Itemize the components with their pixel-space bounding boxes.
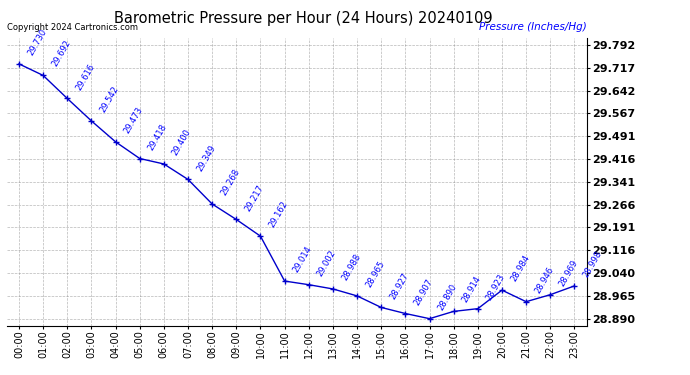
Text: 29.014: 29.014 (292, 244, 314, 274)
Text: 29.349: 29.349 (195, 143, 217, 172)
Text: Barometric Pressure per Hour (24 Hours) 20240109: Barometric Pressure per Hour (24 Hours) … (115, 11, 493, 26)
Text: 28.914: 28.914 (461, 275, 483, 304)
Text: 28.907: 28.907 (413, 277, 435, 307)
Text: 28.988: 28.988 (340, 252, 362, 282)
Text: 28.969: 28.969 (558, 258, 580, 288)
Text: 28.946: 28.946 (533, 265, 555, 295)
Text: 29.692: 29.692 (50, 39, 72, 69)
Text: 28.890: 28.890 (437, 282, 459, 312)
Text: 29.002: 29.002 (316, 248, 338, 278)
Text: 29.542: 29.542 (99, 84, 121, 114)
Text: 29.268: 29.268 (219, 167, 242, 197)
Text: 29.616: 29.616 (75, 62, 97, 92)
Text: 28.927: 28.927 (388, 271, 411, 300)
Text: 28.998: 28.998 (582, 249, 604, 279)
Text: 29.418: 29.418 (147, 122, 169, 152)
Text: 28.984: 28.984 (509, 254, 531, 283)
Text: 28.923: 28.923 (485, 272, 507, 302)
Text: 29.473: 29.473 (123, 105, 145, 135)
Text: 28.965: 28.965 (364, 259, 386, 289)
Text: 29.162: 29.162 (268, 200, 290, 229)
Text: Pressure (Inches/Hg): Pressure (Inches/Hg) (479, 22, 586, 32)
Text: Copyright 2024 Cartronics.com: Copyright 2024 Cartronics.com (7, 23, 138, 32)
Text: 29.730: 29.730 (26, 27, 48, 57)
Text: 29.217: 29.217 (244, 183, 266, 213)
Text: 29.400: 29.400 (171, 128, 193, 157)
